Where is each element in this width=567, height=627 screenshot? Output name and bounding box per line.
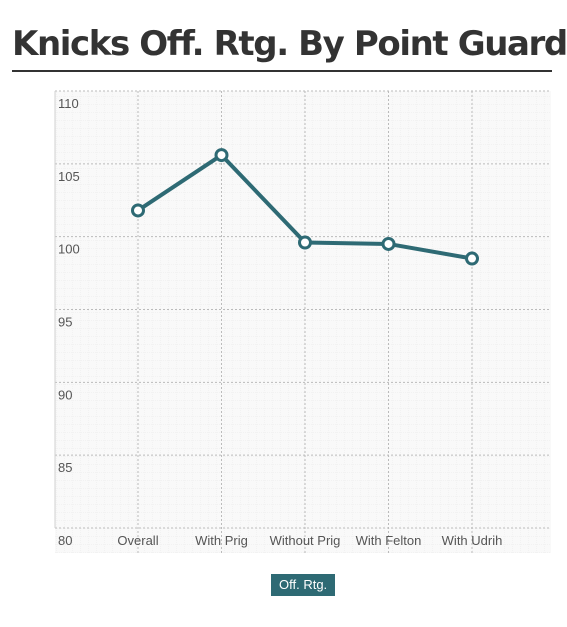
data-point[interactable] bbox=[465, 251, 479, 266]
x-tick-label: Overall bbox=[117, 533, 158, 548]
series-off-rtg bbox=[131, 148, 479, 266]
data-point[interactable] bbox=[298, 235, 312, 250]
data-point[interactable] bbox=[214, 148, 229, 163]
x-tick-label: With Felton bbox=[356, 533, 422, 548]
y-tick-label: 90 bbox=[58, 387, 72, 402]
y-tick-label: 95 bbox=[58, 315, 72, 330]
title-underline bbox=[12, 70, 552, 72]
y-tick-label: 110 bbox=[58, 96, 79, 111]
legend-item-off-rtg[interactable]: Off. Rtg. bbox=[271, 574, 336, 596]
chart-title: Knicks Off. Rtg. By Point Guard bbox=[12, 24, 567, 64]
grid-lines bbox=[55, 90, 551, 553]
y-tick-label: 105 bbox=[58, 169, 80, 184]
x-tick-label: Without Prig bbox=[270, 533, 341, 548]
x-tick-label: With Prig bbox=[195, 533, 248, 548]
x-tick-label: With Udrih bbox=[442, 533, 503, 548]
y-tick-label: 80 bbox=[58, 533, 72, 548]
y-tick-label: 85 bbox=[58, 460, 72, 475]
x-axis-ticks: Overall With Prig Without Prig With Felton W… bbox=[117, 533, 502, 548]
y-axis-ticks: 80 85 90 95 100 105 110 bbox=[58, 96, 80, 548]
data-point[interactable] bbox=[131, 203, 145, 218]
data-point[interactable] bbox=[381, 236, 396, 251]
y-tick-label: 100 bbox=[58, 242, 80, 257]
minor-grid bbox=[55, 91, 551, 553]
